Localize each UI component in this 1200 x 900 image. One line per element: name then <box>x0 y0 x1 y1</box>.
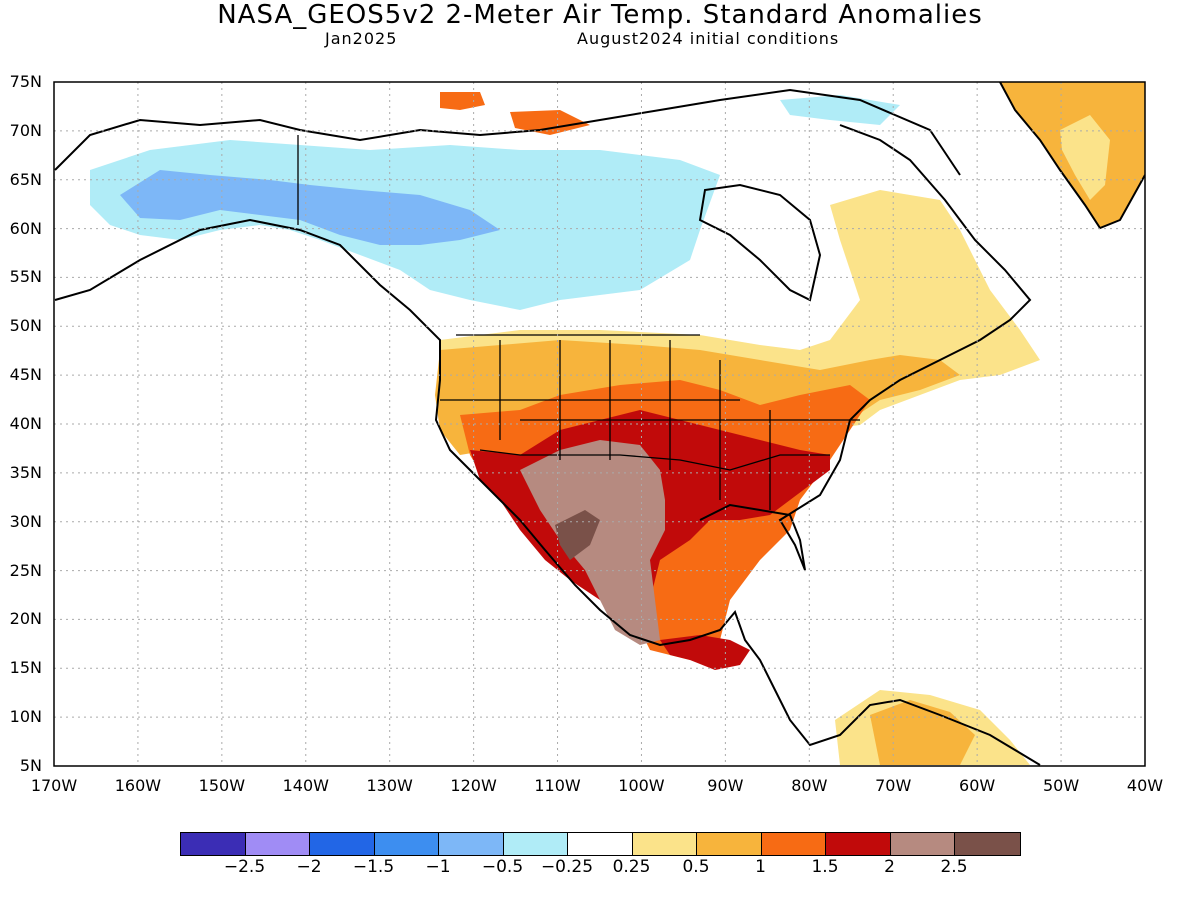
lon-label: 40W <box>1126 776 1164 795</box>
map-frame <box>53 81 1146 767</box>
lon-label: 90W <box>707 776 744 795</box>
lon-label: 100W <box>618 776 665 795</box>
lat-label: 65N <box>9 169 42 189</box>
lon-label: 140W <box>282 776 329 795</box>
lon-label: 170W <box>30 776 78 795</box>
state-borders <box>297 135 860 510</box>
init-conditions-label: August2024 initial conditions <box>577 29 840 48</box>
colorbar-label: −1 <box>425 857 451 877</box>
lat-label: 40N <box>9 414 42 433</box>
graticule <box>54 82 1145 766</box>
warm-anomaly-brown <box>520 440 665 645</box>
lat-label: 20N <box>9 609 42 629</box>
colorbar-label: −0.25 <box>540 857 594 877</box>
lat-label: 50N <box>9 316 42 336</box>
lon-label: 110W <box>534 776 581 795</box>
lat-label: 60N <box>9 218 42 238</box>
lon-label: 150W <box>198 776 246 795</box>
warm-anomaly-caribbean-orange <box>870 700 975 765</box>
lon-label: 130W <box>366 776 413 795</box>
colorbar-label: −0.5 <box>481 857 524 877</box>
colorbar-swatch <box>244 832 310 856</box>
colorbar-label: 0.25 <box>612 857 651 877</box>
lat-label: 10N <box>9 707 42 727</box>
colorbar-label: −2.5 <box>223 857 266 877</box>
colorbar-swatch <box>760 832 826 856</box>
colorbar-swatch <box>438 832 504 856</box>
colorbar-label: −2 <box>296 857 322 877</box>
colorbar-label: 2.5 <box>940 857 968 877</box>
colorbar-label: 1 <box>755 857 766 877</box>
lat-label: 25N <box>9 560 42 580</box>
lat-label: 70N <box>9 120 42 140</box>
warm-anomaly-dark-brown <box>555 510 600 560</box>
lat-label: 45N <box>9 365 42 385</box>
lat-label: 15N <box>9 658 42 678</box>
colorbar-swatch <box>180 832 246 856</box>
coastlines <box>54 82 1145 766</box>
lon-label: 70W <box>875 776 912 795</box>
colorbar-label: 2 <box>884 857 895 877</box>
warm-anomaly-greenland-light <box>1060 115 1110 200</box>
lon-label: 60W <box>959 776 996 795</box>
lat-label: 30N <box>9 511 42 531</box>
colorbar-swatch <box>567 832 633 856</box>
colorbar-swatch <box>373 832 439 856</box>
lat-label: 55N <box>9 267 42 287</box>
colorbar-label: 0.5 <box>682 857 710 877</box>
warm-anomaly-arctic-islands <box>440 92 590 135</box>
colorbar-swatch <box>889 832 955 856</box>
colorbar-swatch <box>696 832 762 856</box>
map-title: NASA_GEOS5v2 2-Meter Air Temp. Standard … <box>217 0 983 30</box>
lon-label: 120W <box>450 776 497 795</box>
colorbar-swatch <box>954 832 1021 856</box>
lat-label: 5N <box>19 756 42 775</box>
strong-cold-anomaly-region <box>120 170 500 245</box>
colorbar-label: 1.5 <box>811 857 839 877</box>
valid-month-label: Jan2025 <box>325 29 398 48</box>
colorbar-swatch <box>502 832 568 856</box>
lat-label: 35N <box>9 462 42 482</box>
colorbar-swatch <box>825 832 891 856</box>
colorbar-label: −1.5 <box>352 857 395 877</box>
lon-label: 80W <box>791 776 828 795</box>
lat-label: 75N <box>9 72 42 91</box>
colorbar-swatch <box>631 832 697 856</box>
lon-label: 50W <box>1042 776 1080 795</box>
lon-label: 160W <box>114 776 162 795</box>
warm-anomaly-red-central-america <box>660 635 750 670</box>
cold-anomaly-region-east <box>780 95 900 125</box>
colorbar-swatch <box>309 832 375 856</box>
